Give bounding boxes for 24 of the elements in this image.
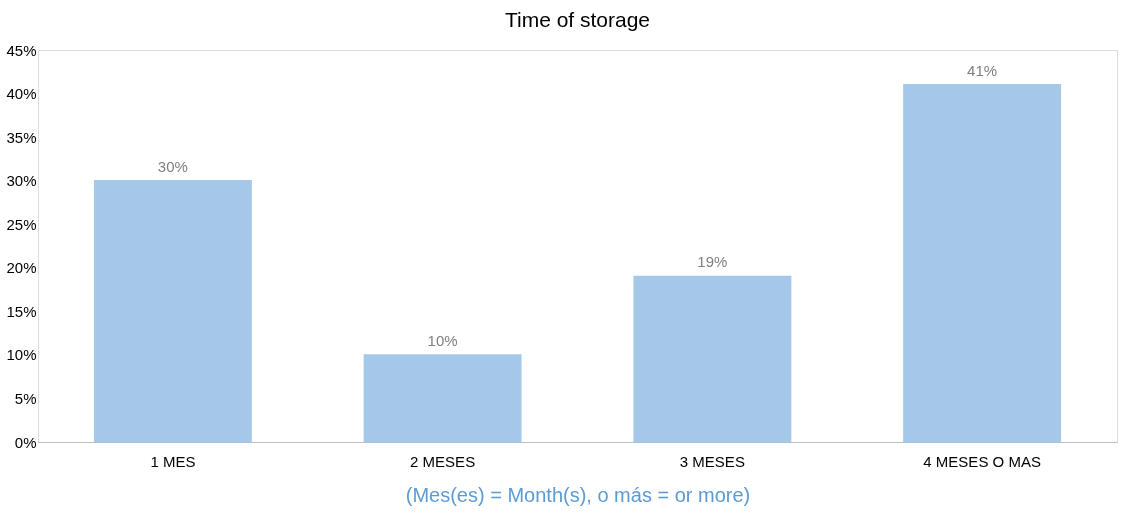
bar <box>633 275 792 443</box>
data-label: 10% <box>427 331 458 349</box>
y-tick-label: 25% <box>6 215 37 233</box>
y-tick-label: 30% <box>6 172 37 190</box>
x-tick-label: 3 MESES <box>679 452 745 470</box>
x-tick-label: 1 MES <box>150 452 196 470</box>
x-tick-label: 4 MESES O MAS <box>923 452 1041 470</box>
bar <box>363 354 522 443</box>
y-tick-label: 40% <box>6 85 37 103</box>
y-tick-label: 15% <box>6 302 37 320</box>
chart-title: Time of storage <box>504 8 651 31</box>
bar <box>903 84 1062 443</box>
x-tick-label: 2 MESES <box>410 452 476 470</box>
data-label: 41% <box>967 61 998 79</box>
y-tick-label: 45% <box>6 41 37 59</box>
y-tick-label: 20% <box>6 259 37 277</box>
data-label: 30% <box>157 157 188 175</box>
y-tick-label: 10% <box>6 346 37 364</box>
y-tick-label: 0% <box>14 433 37 451</box>
y-tick-label: 5% <box>14 389 37 407</box>
bar <box>93 179 252 443</box>
data-label: 19% <box>697 253 728 271</box>
y-tick-label: 35% <box>6 128 37 146</box>
x-axis-title: (Mes(es) = Month(s), o más = or more) <box>405 483 751 506</box>
